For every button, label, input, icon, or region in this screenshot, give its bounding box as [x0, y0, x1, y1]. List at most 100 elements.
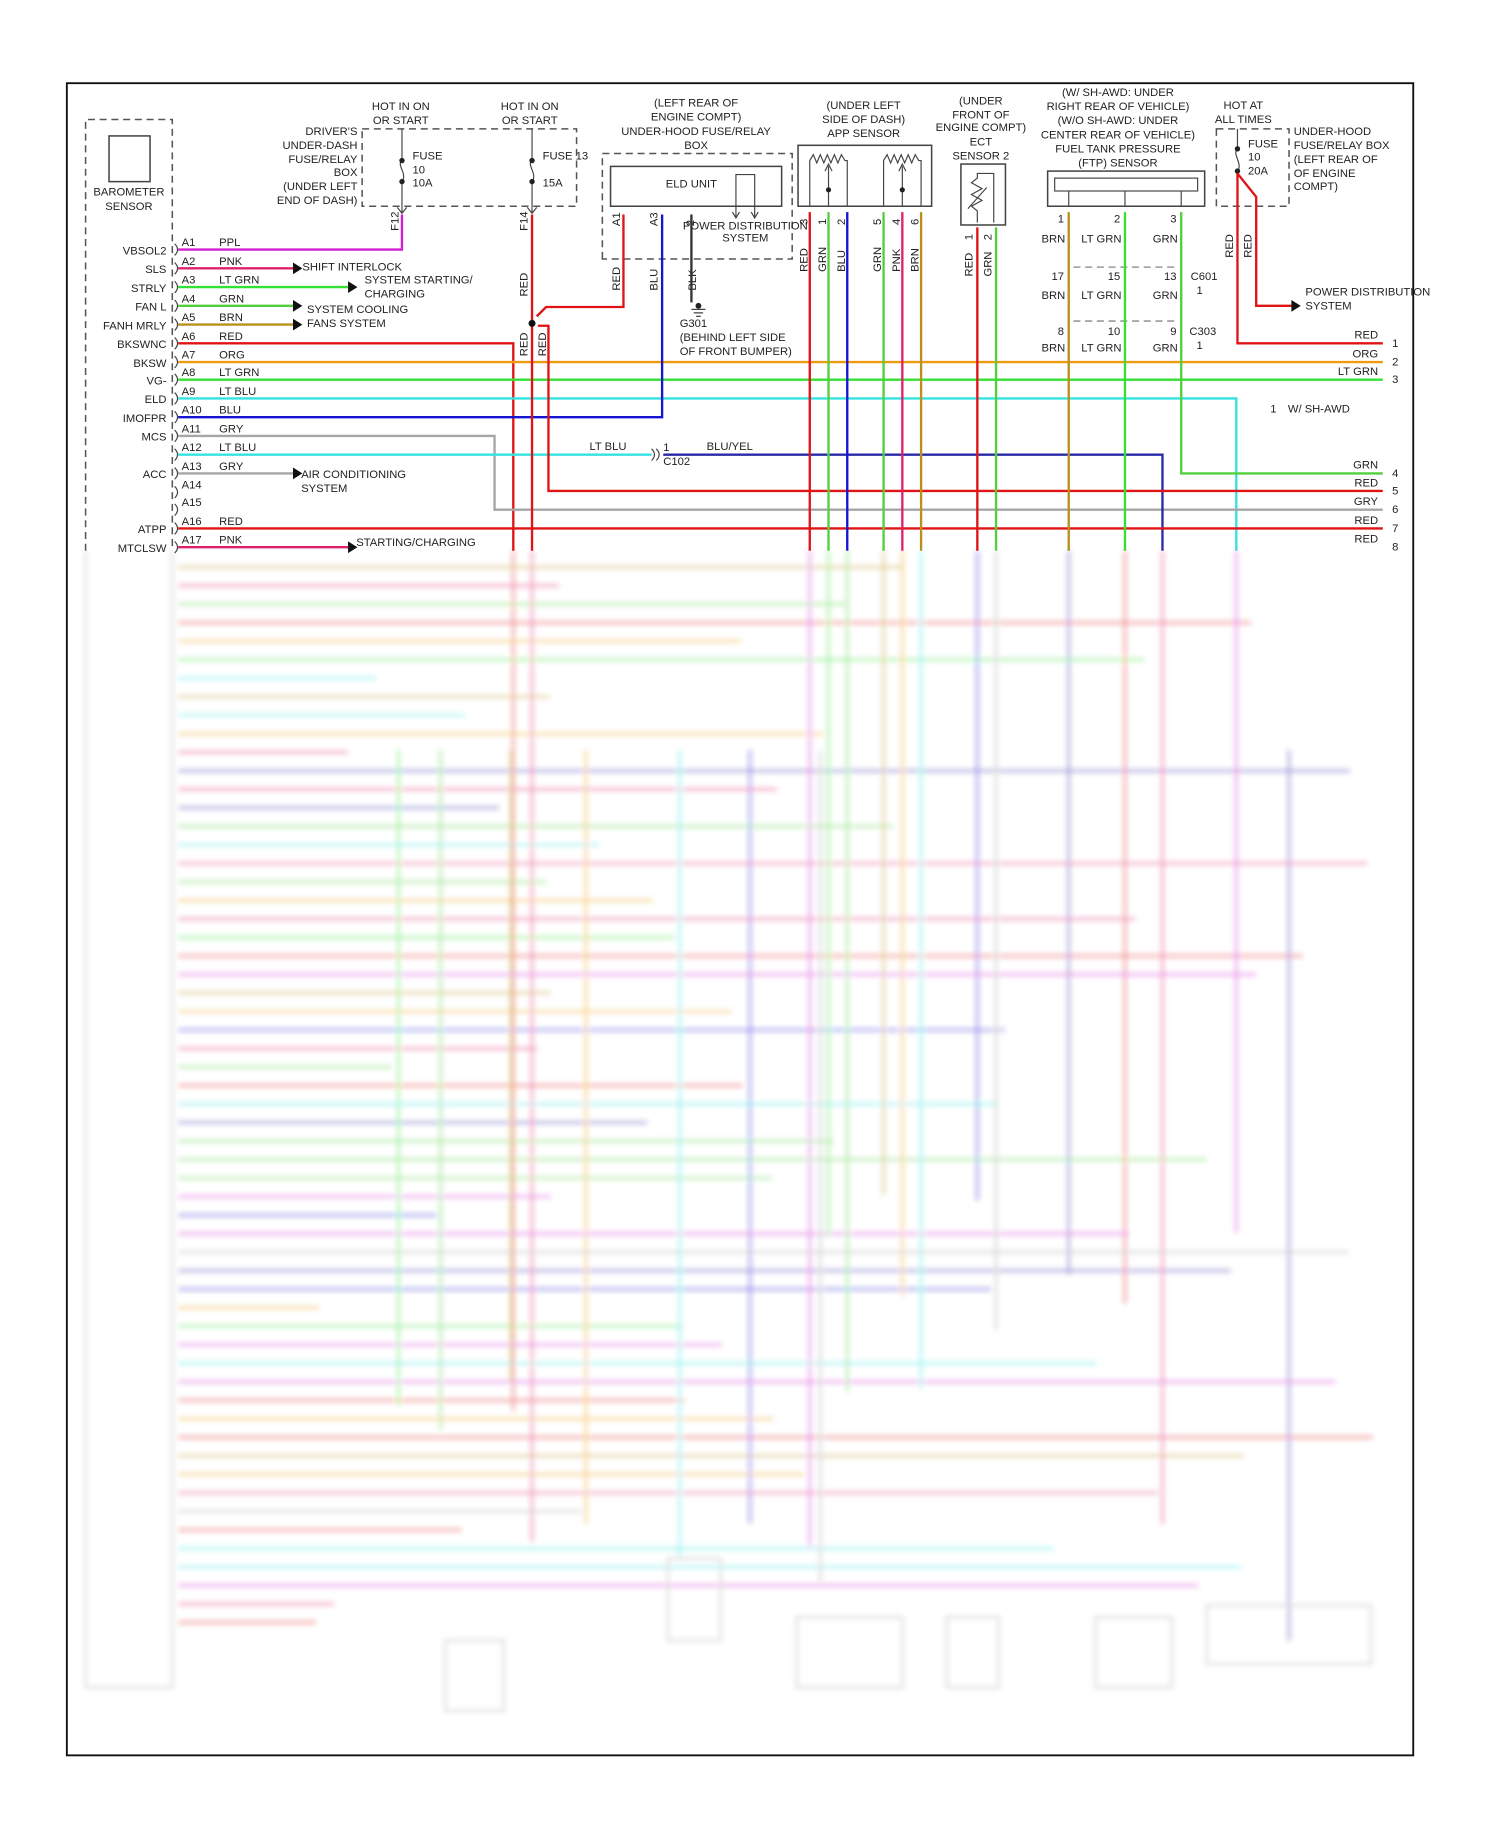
- location-label: (FTP) SENSOR: [1078, 157, 1157, 169]
- pin-number: A7: [182, 350, 196, 362]
- blurred-wire: [1094, 1616, 1173, 1689]
- connector-cavity: [174, 392, 179, 405]
- wire-color-label: PPL: [219, 237, 240, 249]
- connector-note: 1: [1196, 340, 1202, 352]
- wire-color-label: PNK: [219, 256, 243, 268]
- wire-color-label: BLU: [219, 405, 241, 417]
- location-label: DRIVER'S: [305, 126, 357, 138]
- terminal-number: 8: [1392, 542, 1398, 554]
- splice-dot: [528, 319, 536, 327]
- pin-number: A9: [182, 386, 196, 398]
- pin-row: ACC A13 GRY: [143, 461, 244, 481]
- terminal-number: 6: [1392, 504, 1398, 516]
- pin-number: 17: [1052, 271, 1065, 283]
- wires: [178, 172, 1383, 554]
- connector-cavity: [174, 280, 179, 294]
- ground-icon: [691, 302, 706, 317]
- wire-label: RED: [611, 267, 623, 291]
- wire-label: RED: [1243, 234, 1255, 258]
- pin-number: A4: [182, 293, 196, 305]
- connector-label: C303: [1189, 326, 1216, 338]
- wire-color-label: LT BLU: [219, 442, 256, 454]
- blurred-wire: [444, 1639, 505, 1712]
- connector-cavity: [174, 467, 179, 480]
- signal-name: MCS: [141, 432, 166, 444]
- pin-number: 3: [798, 219, 810, 225]
- pin-number: 1: [1058, 214, 1064, 226]
- fuse-label: FUSE: [1248, 139, 1278, 151]
- destination-label: CHARGING: [364, 289, 425, 301]
- ect-pin-labels: 1 RED 2 GRN: [964, 234, 995, 277]
- wire-label: RED: [964, 253, 976, 277]
- wire-color-label: RED: [1354, 515, 1378, 527]
- pin-number: A5: [182, 312, 196, 324]
- location-label: BOX: [684, 140, 708, 152]
- ftp-sensor: (W/ SH-AWD: UNDER RIGHT REAR OF VEHICLE)…: [1041, 87, 1218, 352]
- location-label: APP SENSOR: [827, 128, 900, 140]
- pin-number: 3: [1170, 214, 1176, 226]
- wire-label: GRN: [1153, 290, 1178, 302]
- location-label: FRONT OF: [952, 109, 1009, 121]
- pin-number: A16: [182, 516, 202, 528]
- blurred-diagram-region: [84, 550, 1373, 1712]
- destination-label: SYSTEM: [722, 232, 768, 244]
- connector-pin: 1: [663, 442, 669, 454]
- connector-cavity: [174, 485, 179, 499]
- connector-cavity: [174, 355, 179, 369]
- pin-number: A13: [182, 461, 202, 473]
- hot-label: HOT IN ON: [372, 101, 430, 113]
- fuse-icon: [1234, 128, 1241, 174]
- pin-row: FANH MRLY A5 BRN: [103, 312, 243, 332]
- signal-name: VBSOL2: [123, 245, 167, 257]
- note-text: W/ SH-AWD: [1288, 403, 1350, 415]
- blurred-wire: [795, 1616, 904, 1689]
- fuse-label: FUSE: [413, 150, 443, 162]
- connector-cavity: [174, 299, 179, 313]
- wire-color-label: RED: [1354, 330, 1378, 342]
- wire-label: BRN: [1041, 343, 1065, 355]
- wire-color-label: LT GRN: [1338, 366, 1378, 378]
- connector-cavity: [174, 448, 179, 461]
- wire-color-label: GRN: [1353, 460, 1378, 472]
- pin-row: VBSOL2 A1 PPL: [123, 237, 241, 257]
- signal-name: BKSW: [133, 358, 166, 370]
- pin-number: A17: [182, 535, 202, 547]
- barometer-sensor: BAROMETER SENSOR: [84, 118, 174, 551]
- signal-name: ACC: [143, 469, 167, 481]
- location-label: COMPT): [1294, 181, 1339, 193]
- wire-label: RED: [798, 248, 810, 272]
- terminal-number: 5: [1392, 485, 1398, 497]
- wire-color-label: ORG: [219, 350, 245, 362]
- wire-term-4: [1180, 212, 1383, 475]
- wire-label: BLU: [836, 250, 848, 272]
- wire-color-label: RED: [219, 516, 243, 528]
- wire-color-label: GRN: [219, 293, 244, 305]
- wire-label: RED: [518, 273, 530, 297]
- pin-number: 8: [1058, 326, 1064, 338]
- wire-label: BLU/YEL: [707, 441, 753, 453]
- wire-label: LT BLU: [589, 441, 626, 453]
- pin-row: VG- A8 LT GRN: [146, 367, 259, 387]
- signal-name: BKSWNC: [117, 339, 166, 351]
- c102-connector: [651, 448, 660, 461]
- wire-term-1: [1236, 173, 1383, 345]
- underhood-fuse: HOT AT ALL TIMES FUSE 10 20A UNDER-HOOD …: [1215, 100, 1430, 312]
- location-label: BOX: [334, 167, 358, 179]
- wire-label: BRN: [1041, 234, 1065, 246]
- location-label: (UNDER: [959, 95, 1003, 107]
- driver-fuse-box: HOT IN ON OR START HOT IN ON OR START DR…: [277, 101, 588, 356]
- destination-label: SHIFT INTERLOCK: [302, 262, 402, 274]
- right-terminals: RED 1 ORG 2 LT GRN 3 GRN 4 RED 5 GRY 6 RED 7 RED 8: [1338, 330, 1398, 554]
- pin-number: A12: [182, 442, 202, 454]
- connector-cavity: [174, 540, 179, 554]
- ground-label: G301: [680, 318, 707, 330]
- pin-row: BKSW A7 ORG: [133, 350, 244, 370]
- terminal-number: 4: [1392, 468, 1398, 480]
- app-sensor: (UNDER LEFT SIDE OF DASH) APP SENSOR: [797, 100, 933, 207]
- fuse-label: FUSE 13: [543, 150, 589, 162]
- location-label: FUSE/RELAY BOX: [1294, 140, 1390, 152]
- wire-a9: [178, 397, 1238, 551]
- wire-color-label: RED: [219, 331, 243, 343]
- hot-label: OR START: [373, 115, 429, 127]
